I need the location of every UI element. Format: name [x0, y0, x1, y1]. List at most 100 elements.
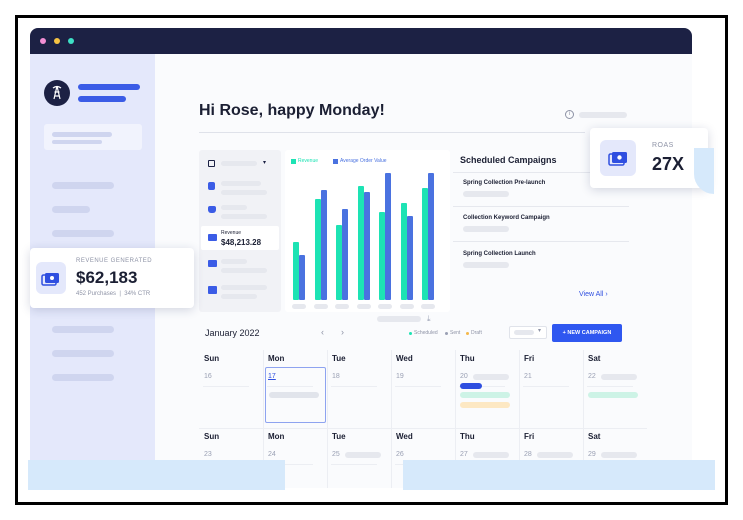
day-number[interactable]: 27 [460, 451, 468, 458]
app-window: Hi Rose, happy Monday! i ▾ Revenue $48,2… [30, 28, 692, 488]
event-sent[interactable] [269, 392, 319, 398]
day-number[interactable]: 23 [204, 451, 212, 458]
event-scheduled[interactable] [460, 392, 510, 398]
brand-name-placeholder [78, 84, 140, 90]
day-header: Thu [460, 354, 475, 363]
day-header: Tue [332, 354, 346, 363]
day-number[interactable]: 20 [460, 373, 468, 380]
day-number[interactable]: 29 [588, 451, 596, 458]
filter-placeholder [221, 181, 261, 186]
x-tick-placeholder [356, 304, 371, 309]
tower-icon [52, 85, 62, 100]
sidebar-item-active[interactable] [44, 124, 142, 150]
sidebar-item[interactable] [52, 350, 114, 357]
bar-aov-2 [320, 189, 327, 300]
decor-block [403, 460, 715, 490]
day-number[interactable]: 16 [204, 373, 212, 380]
sidebar-item[interactable] [52, 374, 114, 381]
next-month-button[interactable]: › [341, 327, 344, 337]
campaign-item[interactable]: Spring Collection Pre-launch [463, 180, 546, 186]
day-number[interactable]: 17 [268, 373, 276, 380]
title-bar [30, 28, 692, 54]
day-header: Thu [460, 432, 475, 441]
bar-revenue-2 [314, 198, 321, 300]
revenue-icon-box [36, 262, 66, 294]
view-all-link[interactable]: View All › [579, 291, 608, 298]
revenue-card-label: REVENUE GENERATED [76, 258, 153, 264]
date-placeholder [221, 161, 257, 166]
day-number[interactable]: 19 [396, 373, 404, 380]
filter-placeholder [221, 190, 267, 195]
maximize-dot-icon[interactable] [68, 38, 74, 44]
chevron-down-icon[interactable]: ▾ [263, 160, 267, 166]
event-draft[interactable] [460, 402, 510, 408]
day-number[interactable]: 22 [588, 373, 596, 380]
legend-label-aov: Average Order Value [340, 158, 387, 164]
info-icon[interactable]: i [565, 110, 574, 119]
bar-revenue-1 [293, 241, 299, 300]
roas-label: ROAS [652, 142, 674, 149]
day-underline [523, 386, 569, 387]
campaign-item[interactable]: Spring Collection Launch [463, 251, 536, 257]
new-campaign-button[interactable]: + NEW CAMPAIGN [552, 324, 622, 342]
day-number[interactable]: 28 [524, 451, 532, 458]
event-marker[interactable] [460, 383, 482, 389]
bar-revenue-4 [357, 185, 364, 300]
sidebar-item[interactable] [52, 182, 114, 189]
filter-placeholder [221, 285, 267, 290]
decor-block [694, 148, 714, 194]
legend-label-revenue: Revenue [298, 158, 319, 164]
day-underline [267, 386, 313, 387]
bar-revenue-3 [336, 224, 342, 300]
basket-icon [208, 206, 216, 213]
bar-aov-5 [385, 172, 391, 300]
filter-placeholder [221, 205, 247, 210]
day-header: Mon [268, 432, 285, 441]
grid-line [455, 350, 456, 488]
info-placeholder [579, 112, 627, 118]
prev-month-button[interactable]: ‹ [321, 327, 324, 337]
day-number[interactable]: 18 [332, 373, 340, 380]
bar-aov-1 [299, 254, 305, 300]
sidebar-item[interactable] [52, 230, 114, 237]
day-header: Mon [268, 354, 285, 363]
event-scheduled[interactable] [588, 392, 638, 398]
day-underline [203, 386, 249, 387]
day-underline [331, 464, 377, 465]
day-placeholder [345, 452, 381, 458]
selected-day[interactable] [265, 367, 326, 423]
revenue-card-value: $62,183 [76, 268, 138, 287]
download-icon[interactable]: ⤓ [427, 314, 431, 323]
avatar[interactable] [44, 80, 70, 106]
bar-revenue-5 [379, 211, 385, 300]
day-number[interactable]: 24 [268, 451, 276, 458]
campaign-item[interactable]: Collection Keyword Campaign [463, 215, 550, 221]
dropdown-placeholder [514, 330, 534, 335]
day-placeholder [473, 452, 509, 458]
day-number[interactable]: 25 [332, 451, 340, 458]
sidebar-item[interactable] [52, 326, 114, 333]
bar-aov-6 [406, 215, 413, 300]
campaign-meta-placeholder [463, 262, 509, 268]
day-number[interactable]: 26 [396, 451, 404, 458]
legend-dot-scheduled [409, 332, 412, 335]
grid-line [391, 350, 392, 488]
day-underline [395, 386, 441, 387]
money-icon [208, 260, 217, 267]
day-number[interactable]: 21 [524, 373, 532, 380]
sidebar-item[interactable] [52, 206, 90, 213]
close-dot-icon[interactable] [40, 38, 46, 44]
day-header: Sun [204, 432, 220, 441]
roas-value: 27X [652, 154, 685, 174]
day-header: Fri [524, 354, 535, 363]
minimize-dot-icon[interactable] [54, 38, 60, 44]
filter-placeholder [221, 294, 257, 299]
day-header: Sat [588, 354, 601, 363]
day-header: Sun [204, 354, 220, 363]
user-icon [208, 182, 215, 190]
filter-placeholder [221, 214, 267, 219]
divider [453, 206, 629, 207]
bar-revenue-6 [400, 202, 407, 300]
decor-block [28, 460, 285, 490]
filter-dropdown[interactable]: ▾ [509, 326, 547, 339]
